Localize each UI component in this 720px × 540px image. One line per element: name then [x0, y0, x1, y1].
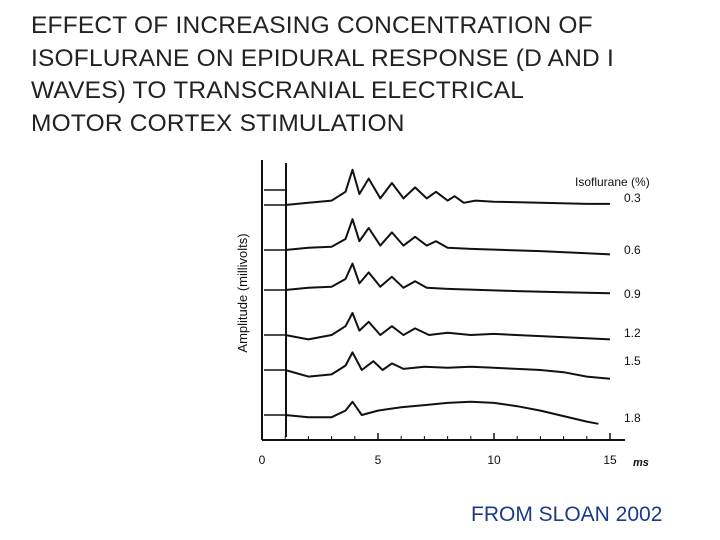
trace-0-9 — [285, 262, 611, 295]
slide-title: EFFECT OF INCREASING CONCENTRATION OF IS… — [31, 12, 614, 137]
chart-axes — [261, 160, 625, 441]
trace-0-3 — [285, 168, 610, 206]
trace-0-6 — [285, 218, 611, 256]
x-axis-unit-label: ms — [633, 457, 649, 469]
x-tick-label-0: 0 — [259, 453, 266, 467]
legend-label-0-9: 0.9 — [624, 287, 641, 301]
x-tick-label-2: 10 — [487, 453, 501, 467]
legend-label-1-2: 1.2 — [624, 326, 641, 340]
legend-title: Isoflurane (%) — [575, 175, 650, 189]
x-axis-ticks: 0 5 10 15 — [259, 433, 617, 467]
legend-label-1-5: 1.5 — [624, 354, 641, 368]
legend-label-0-6: 0.6 — [624, 243, 641, 257]
legend-labels: 0.3 0.6 0.9 1.2 1.5 1.8 — [624, 191, 641, 425]
trace-1-8 — [285, 400, 599, 425]
source-credit: FROM SLOAN 2002 — [471, 503, 663, 526]
traces-group — [264, 168, 611, 425]
trace-1-5 — [284, 351, 611, 380]
trace-1-2 — [285, 312, 611, 341]
legend-label-1-8: 1.8 — [624, 411, 641, 425]
y-axis-label: Amplitude (millivolts) — [235, 233, 250, 352]
x-tick-label-1: 5 — [375, 453, 382, 467]
legend-label-0-3: 0.3 — [624, 191, 641, 205]
x-tick-label-3: 15 — [603, 453, 617, 467]
